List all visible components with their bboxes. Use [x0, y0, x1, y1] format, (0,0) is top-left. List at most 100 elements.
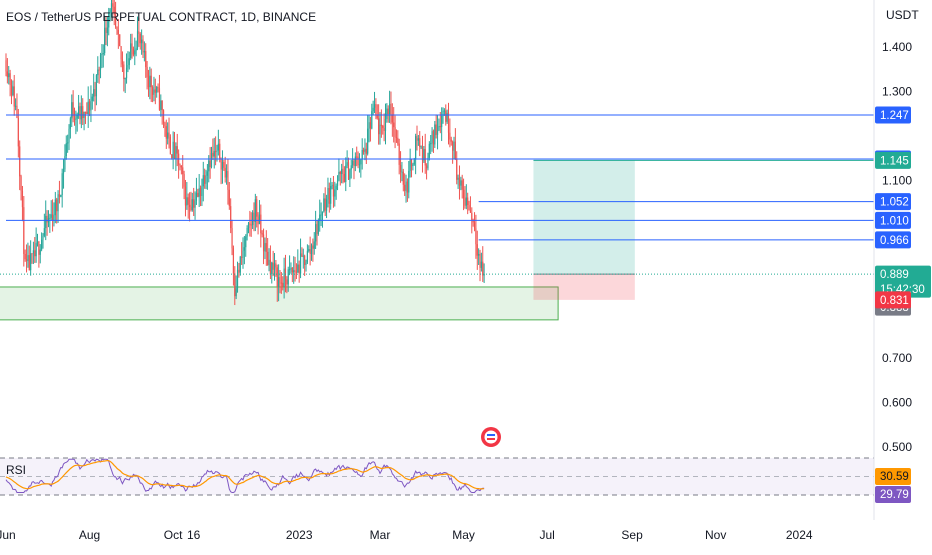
rsi-pane[interactable]: 30.59 29.79 — [0, 457, 911, 503]
candle-body — [217, 143, 219, 151]
candle-body — [338, 171, 340, 181]
candle-body — [216, 150, 218, 152]
candle-body — [312, 245, 314, 249]
candle-body — [243, 247, 245, 251]
level-badge — [875, 231, 911, 249]
candle-body — [161, 100, 163, 111]
candle-body — [305, 262, 307, 265]
candle-body — [387, 108, 389, 114]
candle-body — [54, 199, 56, 216]
candle-body — [430, 143, 432, 145]
candle-body — [375, 104, 377, 116]
candle-body — [150, 75, 152, 88]
candle-body — [413, 159, 415, 165]
candle-body — [376, 115, 378, 119]
candle-body — [278, 277, 280, 287]
rsi-value-badge — [875, 468, 911, 485]
candle-body — [215, 151, 217, 153]
candle-body — [234, 273, 236, 297]
position-stop-zone[interactable] — [533, 274, 635, 300]
candle-body — [104, 27, 106, 54]
candle-body — [246, 227, 248, 237]
candle-body — [291, 267, 293, 273]
candle-body — [16, 105, 18, 118]
candle-body — [368, 122, 370, 129]
candle-body — [179, 164, 181, 166]
level-badge-text: 1.010 — [880, 215, 909, 227]
candle-body — [468, 205, 470, 211]
candle-body — [452, 141, 454, 151]
candle-body — [350, 165, 352, 170]
candle-body — [130, 43, 132, 59]
price-axis[interactable]: 1.400 1.300 1.100 0.700 0.600 0.500 — [882, 40, 912, 454]
time-tick-label: 16 — [187, 528, 201, 542]
candle-body — [297, 264, 299, 273]
candle-body — [76, 115, 78, 119]
candle-body — [14, 105, 17, 107]
candle-body — [239, 256, 241, 273]
candle-body — [253, 212, 255, 222]
candle-body — [112, 3, 114, 7]
candle-body — [423, 149, 425, 161]
candle-body — [65, 143, 67, 157]
candle-body — [58, 194, 61, 197]
candle-body — [50, 214, 52, 218]
candle-body — [219, 143, 221, 159]
candle-body — [93, 89, 95, 97]
candle-body — [56, 199, 58, 212]
candle-body — [164, 122, 166, 127]
candle-body — [371, 111, 373, 129]
candle-body — [346, 162, 348, 166]
rsi-value-text: 30.59 — [880, 471, 909, 483]
time-axis[interactable]: Jun Aug Oct 16 2023 Mar May Jul Sep Nov 2024 — [0, 528, 813, 542]
candle-body — [124, 78, 126, 80]
candle-body — [473, 222, 476, 229]
earnings-icon[interactable] — [481, 427, 501, 447]
time-tick-label: Jul — [539, 528, 554, 542]
candle-body — [46, 215, 48, 223]
candle-body — [394, 127, 396, 137]
candle-body — [378, 118, 380, 135]
candle-body — [301, 253, 303, 257]
time-tick-label: May — [452, 528, 475, 542]
candle-body — [151, 87, 154, 95]
candle-body — [293, 270, 295, 273]
candle-body — [193, 199, 195, 208]
candle-body — [456, 158, 458, 180]
candle-body — [51, 214, 54, 221]
candle-body — [79, 106, 81, 120]
candle-body — [390, 103, 392, 115]
time-tick-label: Nov — [705, 528, 726, 542]
candle-body — [252, 212, 254, 226]
candle-body — [280, 282, 282, 284]
candle-body — [28, 255, 30, 271]
candle-body — [258, 214, 261, 225]
candle-body — [188, 204, 191, 207]
candle-body — [308, 249, 310, 251]
candle-body — [356, 156, 358, 158]
candle-body — [68, 128, 70, 143]
position-target-zone[interactable] — [533, 160, 635, 275]
candle-body — [195, 192, 198, 201]
candle-body — [156, 87, 158, 93]
earnings-icon-inner — [484, 430, 498, 444]
candle-body — [157, 87, 159, 89]
candle-body — [39, 249, 41, 255]
candle-body — [339, 171, 341, 175]
candle-body — [206, 171, 208, 176]
candle-body — [53, 215, 55, 221]
candle-body — [73, 116, 76, 120]
candle-body — [323, 198, 325, 212]
candle-body — [190, 206, 192, 211]
candle-body — [109, 9, 111, 14]
candle-body — [389, 103, 391, 114]
candle-body — [198, 188, 200, 197]
candle-body — [57, 194, 59, 212]
candle-body — [436, 130, 439, 135]
candle-body — [467, 197, 469, 206]
candle-body — [146, 67, 148, 78]
candle-body — [78, 106, 80, 116]
candle-body — [442, 110, 444, 116]
candle-body — [425, 165, 428, 169]
